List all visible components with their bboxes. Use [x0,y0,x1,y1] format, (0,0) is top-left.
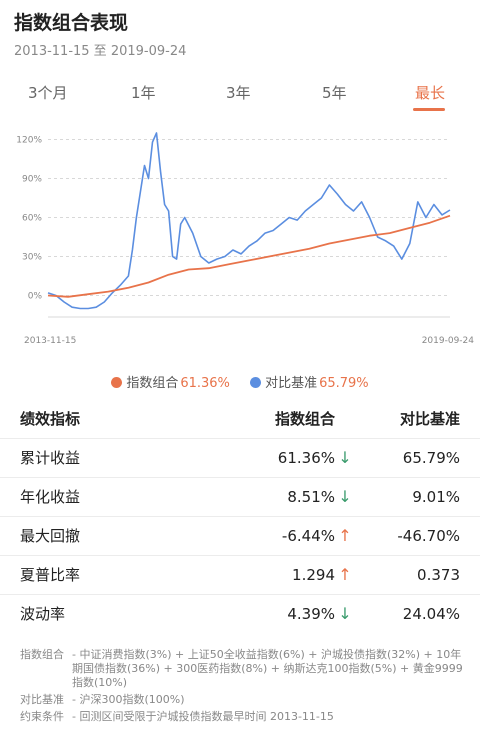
chart-legend: 指数组合 61.36% 对比基准 65.79% [0,372,480,391]
note-benchmark: 对比基准 - 沪深300指数(100%) [20,693,470,707]
header-benchmark: 对比基准 [399,410,460,429]
arrow-down-icon: ↓ [338,487,352,506]
portfolio-value: 61.36% [277,449,335,467]
tab-max[interactable]: 最长 [415,84,446,102]
metric-label: 波动率 [0,593,200,633]
note-text: - 沪深300指数(100%) [72,693,185,706]
benchmark-value: 65.79% [358,437,480,477]
tab-1-year[interactable]: 1年 [131,84,156,102]
metric-label: 累计收益 [0,437,200,477]
header-portfolio: 指数组合 [274,410,335,429]
note-portfolio-composition: 指数组合 - 中证消费指数(3%) + 上证50全收益指数(6%) + 沪城投债… [20,648,470,690]
portfolio-dot-icon [111,377,123,388]
note-text: - 中证消费指数(3%) + 上证50全收益指数(6%) + 沪城投债指数(32… [72,648,463,689]
legend-label-benchmark: 对比基准 [265,376,318,391]
header-metric: 绩效指标 [20,410,81,429]
legend-item-portfolio: 指数组合 61.36% [111,372,230,391]
y-tick-label: 60% [22,214,42,224]
portfolio-series-line [47,214,451,298]
arrow-up-icon: ↑ [338,526,352,545]
portfolio-value-cell: 8.51% ↓ [200,476,358,516]
note-text: - 回测区间受限于沪城投债指数最早时间 2013-11-15 [72,710,334,723]
note-constraint: 约束条件 - 回测区间受限于沪城投债指数最早时间 2013-11-15 [20,710,470,724]
legend-value-benchmark: 65.79% [319,376,369,391]
x-tick-label-start: 2013-11-15 [24,336,76,346]
page-title: 指数组合表现 [14,12,129,34]
portfolio-value-cell: -6.44% ↑ [200,515,358,555]
benchmark-dot-icon [250,377,262,388]
x-tick-label-end: 2019-09-24 [422,336,475,346]
legend-label-portfolio: 指数组合 [126,376,179,391]
note-label: 约束条件 [20,710,64,723]
arrow-up-icon: ↑ [338,565,352,584]
benchmark-value: 9.01% [358,476,480,516]
metric-label: 夏普比率 [0,554,200,594]
portfolio-value: -6.44% [281,527,335,545]
table-header-row: 绩效指标 指数组合 对比基准 [0,400,480,438]
legend-value-portfolio: 61.36% [180,376,230,391]
table-row: 夏普比率 1.294 ↑ 0.373 [0,554,480,594]
active-tab-indicator [413,108,445,111]
legend-item-benchmark: 对比基准 65.79% [250,372,369,391]
portfolio-value-cell: 4.39% ↓ [200,593,358,633]
benchmark-value: 24.04% [358,593,480,633]
arrow-down-icon: ↓ [338,604,352,624]
performance-table: 绩效指标 指数组合 对比基准 累计收益 61.36% ↓ 65.79% 年化收益 … [0,400,480,633]
tab-5-years[interactable]: 5年 [322,84,347,102]
metric-label: 最大回撤 [0,515,200,555]
benchmark-value: 0.373 [358,554,480,594]
portfolio-value: 1.294 [292,566,335,584]
footnotes: 指数组合 - 中证消费指数(3%) + 上证50全收益指数(6%) + 沪城投债… [20,648,470,727]
y-tick-label: 30% [22,253,42,263]
table-row: 最大回撤 -6.44% ↑ -46.70% [0,515,480,555]
performance-chart: 120% 90% 60% 30% 0% 2013-11-15 2019-09-24 [16,132,475,346]
tab-3-years[interactable]: 3年 [226,84,251,102]
portfolio-value: 8.51% [287,488,335,506]
table-row: 波动率 4.39% ↓ 24.04% [0,593,480,633]
portfolio-value: 4.39% [287,605,335,624]
tab-3-months[interactable]: 3个月 [28,84,68,102]
y-tick-label: 90% [22,175,42,185]
note-label: 对比基准 [20,693,64,706]
benchmark-series-line [47,132,451,310]
portfolio-value-cell: 1.294 ↑ [200,554,358,594]
y-tick-label: 120% [16,136,42,146]
table-row: 累计收益 61.36% ↓ 65.79% [0,437,480,477]
note-label: 指数组合 [20,648,64,661]
table-row: 年化收益 8.51% ↓ 9.01% [0,476,480,516]
portfolio-value-cell: 61.36% ↓ [200,437,358,477]
metric-label: 年化收益 [0,476,200,516]
arrow-down-icon: ↓ [338,448,352,467]
date-range: 2013-11-15 至 2019-09-24 [14,44,187,59]
y-tick-label: 0% [28,292,43,302]
period-tabs: 3个月 1年 3年 5年 最长 [0,82,480,112]
benchmark-value: -46.70% [358,515,480,555]
